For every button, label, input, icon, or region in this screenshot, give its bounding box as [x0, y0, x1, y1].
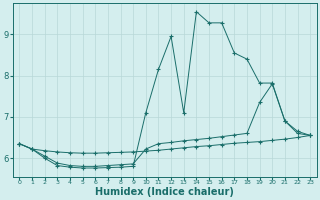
- X-axis label: Humidex (Indice chaleur): Humidex (Indice chaleur): [95, 187, 234, 197]
